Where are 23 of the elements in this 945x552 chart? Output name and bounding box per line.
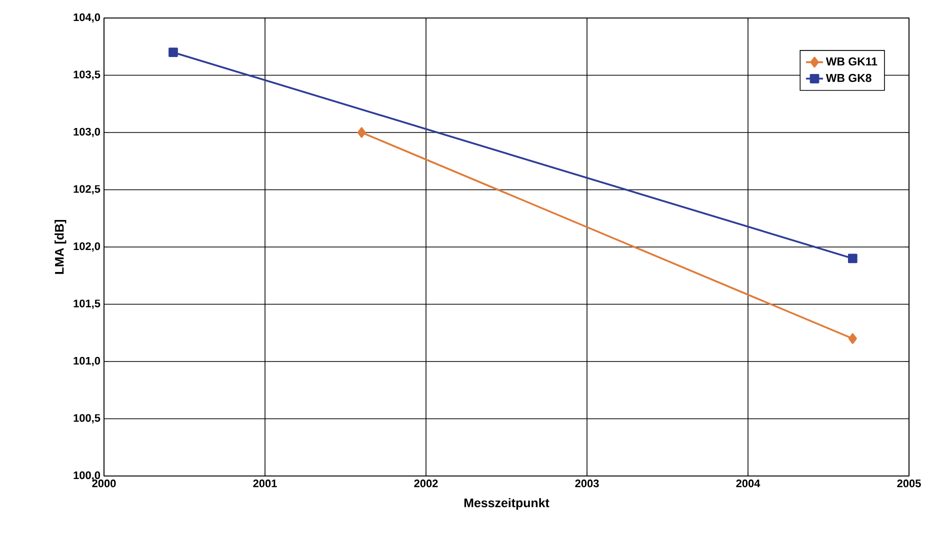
y-tick-label: 103,0 (74, 128, 100, 138)
point (168, 48, 178, 58)
y-tick-label: 102,0 (74, 242, 100, 252)
x-tick-label: 2002 (414, 480, 438, 488)
y-tick-label: 100,0 (74, 471, 100, 481)
x-tick-label: 2003 (575, 480, 599, 488)
y-tick-label: 102,5 (74, 185, 100, 194)
x-tick-label: 2001 (253, 480, 277, 488)
point (848, 254, 858, 264)
x-tick-label: 2005 (897, 480, 921, 488)
y-tick-label: 100,5 (74, 414, 100, 424)
y-axis-title: LMA [dB] (54, 220, 66, 274)
y-tick-label: 104,0 (74, 13, 100, 23)
point (357, 127, 366, 138)
x-tick-label: 2000 (92, 480, 116, 488)
x-tick-label: 2004 (736, 480, 760, 488)
x-axis-title: Messzeitpunkt (464, 498, 550, 510)
legend-label: WB GK8 (826, 74, 872, 82)
y-tick-label: 101,5 (74, 300, 100, 309)
y-tick-label: 103,5 (74, 70, 100, 80)
point (848, 333, 857, 344)
y-tick-label: 101,0 (74, 356, 100, 366)
legend-label: WB GK11 (826, 57, 878, 66)
